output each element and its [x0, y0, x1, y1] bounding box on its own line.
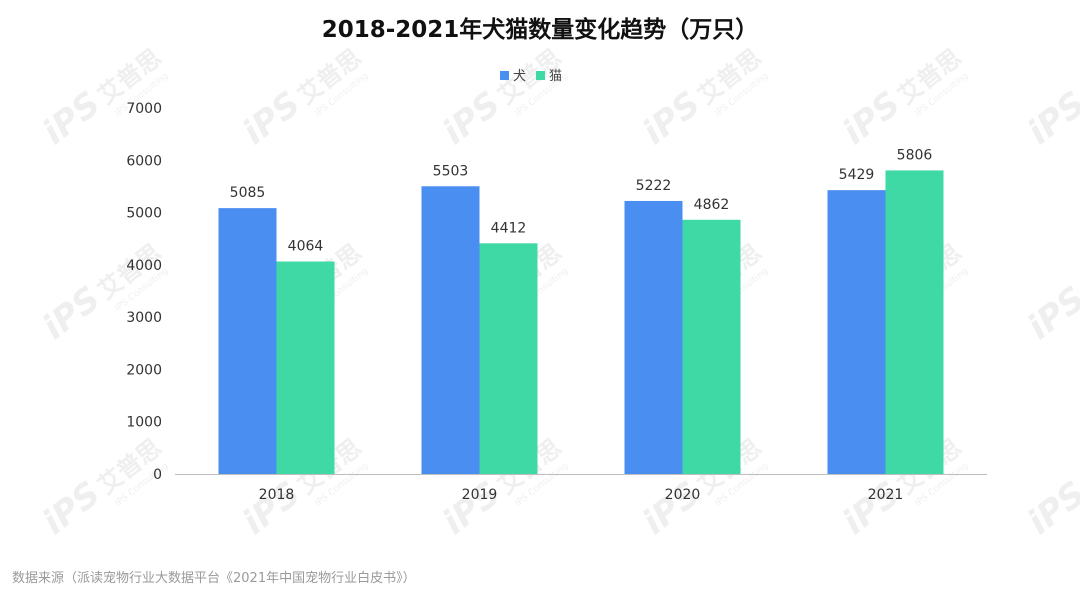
- legend-label: 犬: [513, 69, 526, 84]
- x-tick-label: 2018: [259, 487, 295, 503]
- y-tick-label: 0: [153, 467, 162, 483]
- y-tick-label: 2000: [126, 362, 162, 378]
- bar-猫-2020: [682, 219, 741, 474]
- y-tick-label: 4000: [126, 258, 162, 274]
- chart-title: 2018-2021年犬猫数量变化趋势（万只）: [321, 17, 759, 43]
- y-axis: 0 1000 2000 3000 4000 5000 6000 7000: [126, 101, 162, 483]
- bar-猫-2021: [885, 170, 944, 474]
- x-tick-label: 2021: [868, 487, 904, 503]
- data-label: 4862: [694, 197, 730, 213]
- bars: 5085 4064 5503 4412 5222 4862 5429 5806: [218, 147, 944, 475]
- bar-犬-2020: [624, 200, 683, 475]
- source-note: 数据来源（派读宠物行业大数据平台《2021年中国宠物行业白皮书》）: [12, 571, 416, 586]
- data-label: 5806: [897, 147, 933, 163]
- data-label: 5222: [636, 178, 672, 194]
- bar-猫-2018: [276, 261, 335, 474]
- legend-label: 猫: [549, 69, 562, 84]
- y-tick-label: 5000: [126, 206, 162, 222]
- x-tick-label: 2020: [665, 487, 701, 503]
- data-label: 5429: [839, 167, 875, 183]
- legend-swatch-犬: [500, 71, 509, 80]
- y-tick-label: 3000: [126, 310, 162, 326]
- y-tick-label: 1000: [126, 415, 162, 431]
- watermark-logo: iPS: [1020, 474, 1080, 543]
- watermark-logo: iPS: [1020, 279, 1080, 348]
- y-tick-label: 6000: [126, 153, 162, 169]
- x-tick-label: 2019: [462, 487, 498, 503]
- data-label: 4064: [288, 239, 324, 255]
- data-label: 4412: [491, 220, 527, 236]
- data-label: 5503: [433, 163, 469, 179]
- data-label: 5085: [230, 185, 266, 201]
- watermark-logo: iPS: [1020, 84, 1080, 153]
- legend: 犬猫: [500, 69, 562, 84]
- bar-犬-2018: [218, 208, 277, 474]
- bar-犬-2019: [421, 186, 480, 474]
- bar-猫-2019: [479, 243, 538, 474]
- legend-swatch-猫: [536, 71, 545, 80]
- x-axis: 2018 2019 2020 2021: [175, 474, 987, 503]
- y-tick-label: 7000: [126, 101, 162, 117]
- bar-犬-2021: [827, 190, 886, 474]
